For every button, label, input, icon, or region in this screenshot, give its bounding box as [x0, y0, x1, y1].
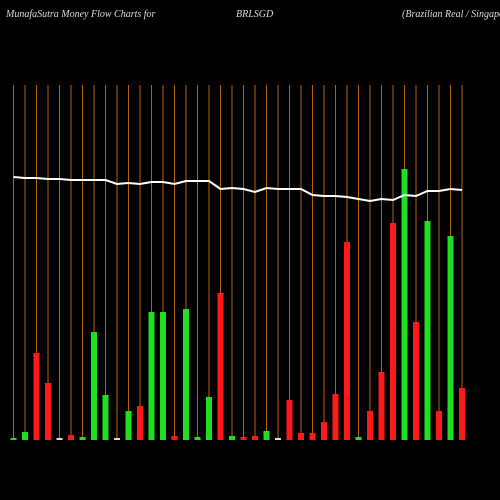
bar — [33, 353, 40, 440]
bar — [309, 433, 316, 440]
bar — [10, 438, 17, 440]
bar — [102, 395, 109, 440]
bar — [332, 394, 339, 440]
chart-title: MunafaSutra Money Flow Charts for — [5, 9, 156, 20]
bar — [378, 372, 385, 440]
bar — [148, 312, 155, 440]
bar — [22, 432, 28, 440]
bar — [321, 422, 327, 440]
bar — [355, 437, 362, 440]
bar — [194, 437, 201, 440]
bar — [275, 438, 281, 440]
bar — [68, 435, 74, 440]
bar — [45, 383, 51, 440]
bar — [286, 400, 293, 440]
bar — [114, 438, 120, 440]
bar — [56, 438, 63, 440]
bar — [424, 221, 431, 440]
bar — [79, 437, 86, 440]
bar — [91, 332, 97, 440]
bar — [401, 169, 408, 440]
bar — [263, 431, 270, 440]
bar — [413, 322, 419, 440]
bar — [171, 436, 178, 440]
bar — [390, 223, 396, 440]
bar — [344, 242, 350, 440]
bar — [367, 411, 373, 440]
chart-subtitle: (Brazilian Real / Singapore — [402, 9, 500, 20]
bar — [137, 406, 143, 440]
bar — [447, 236, 454, 440]
bar — [252, 436, 258, 440]
bar — [160, 312, 166, 440]
line — [13, 176, 463, 203]
chart-symbol: BRLSGD — [236, 9, 274, 20]
bar — [436, 411, 442, 440]
bar — [206, 397, 212, 440]
bar — [459, 388, 465, 440]
bar — [183, 309, 189, 440]
bar — [298, 433, 304, 440]
bar — [217, 293, 224, 440]
bar — [125, 411, 132, 440]
bar — [240, 437, 247, 440]
bar — [229, 436, 235, 440]
